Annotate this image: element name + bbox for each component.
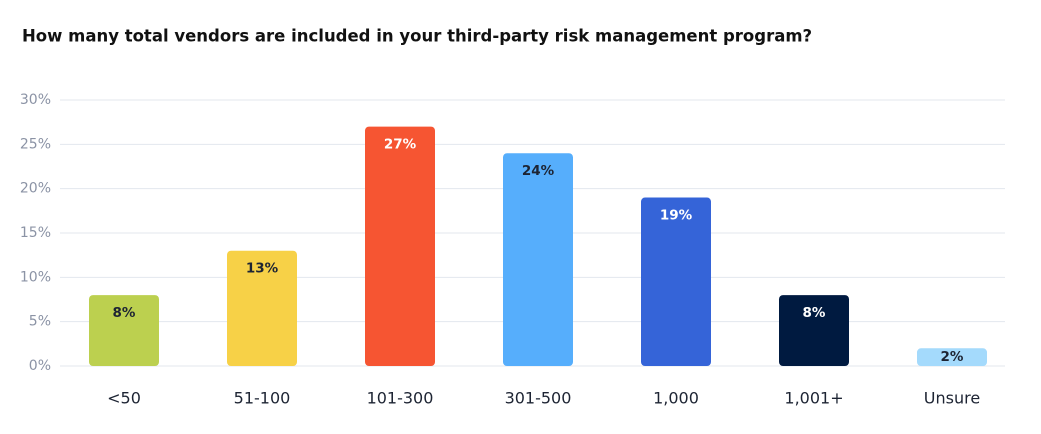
x-tick-label: 1,000 (653, 389, 699, 408)
y-tick-label: 5% (29, 314, 51, 330)
x-tick-label: 301-500 (505, 389, 572, 408)
y-tick-label: 30% (20, 92, 51, 108)
value-label: 24% (522, 163, 555, 179)
bar (641, 197, 711, 366)
x-tick-label: Unsure (924, 389, 980, 408)
value-label: 19% (660, 208, 693, 224)
value-label: 2% (941, 349, 964, 365)
y-tick-label: 25% (20, 136, 51, 152)
x-tick-label: <50 (107, 389, 141, 408)
bar (89, 295, 159, 366)
bar (227, 250, 297, 366)
y-tick-label: 15% (20, 225, 51, 241)
bar (779, 295, 849, 366)
bar (917, 348, 987, 366)
x-tick-label: 101-300 (367, 389, 434, 408)
chart-title: How many total vendors are included in y… (22, 27, 812, 46)
value-label: 27% (384, 137, 417, 153)
bar (503, 153, 573, 366)
value-label: 8% (113, 305, 136, 321)
y-tick-label: 10% (20, 269, 51, 285)
x-tick-label: 51-100 (234, 389, 291, 408)
value-label: 13% (246, 261, 279, 277)
y-tick-label: 20% (20, 181, 51, 197)
y-tick-label: 0% (29, 358, 51, 374)
x-tick-label: 1,001+ (784, 389, 843, 408)
bar (365, 126, 435, 366)
value-label: 8% (803, 305, 826, 321)
